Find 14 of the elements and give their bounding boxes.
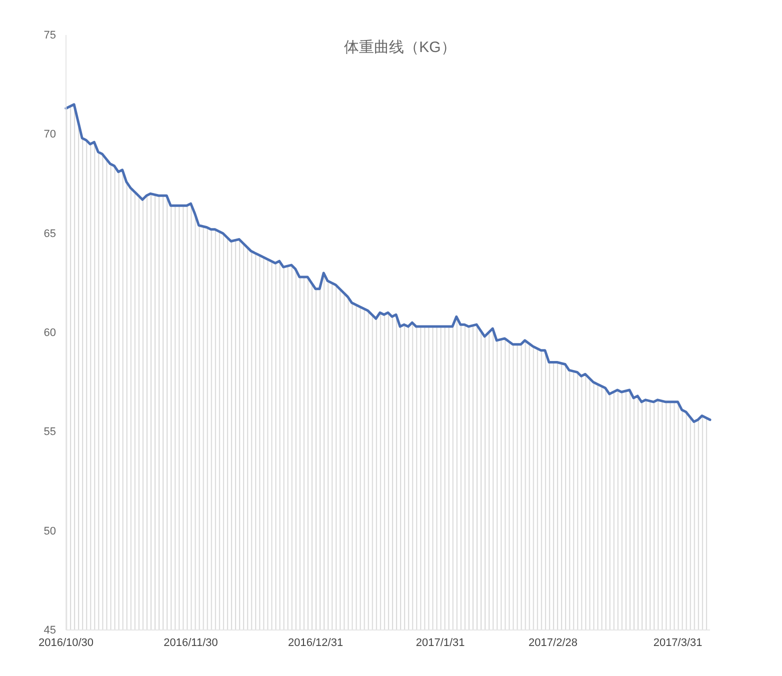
- y-tick-label: 75: [44, 30, 56, 42]
- x-tick-label: 2016/12/31: [288, 636, 344, 649]
- y-tick-label: 55: [44, 426, 56, 438]
- y-tick-label: 65: [44, 228, 56, 240]
- x-tick-label: 2017/1/31: [416, 636, 465, 649]
- y-tick-label: 45: [44, 624, 56, 637]
- x-tick-label: 2017/2/28: [528, 636, 578, 649]
- chart-title: 体重曲线（KG）: [344, 39, 456, 56]
- y-tick-label: 70: [44, 128, 56, 141]
- x-tick-label: 2017/3/31: [653, 636, 702, 649]
- x-tick-label: 2016/10/30: [38, 636, 94, 649]
- y-tick-label: 50: [44, 525, 56, 538]
- y-tick-label: 60: [44, 327, 56, 340]
- x-tick-label: 2016/11/30: [164, 636, 218, 649]
